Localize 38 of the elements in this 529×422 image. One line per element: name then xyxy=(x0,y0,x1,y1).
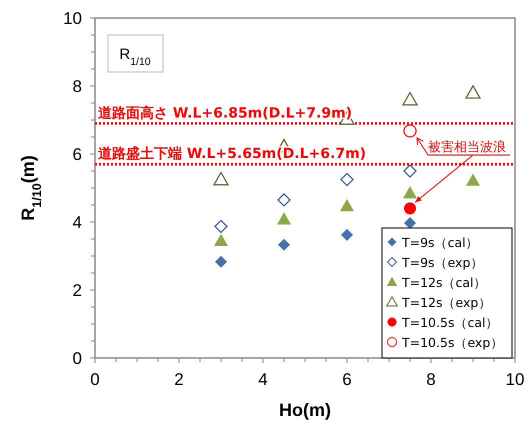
point xyxy=(402,92,418,106)
y-tick-label: 4 xyxy=(72,213,82,232)
y-tick-label: 6 xyxy=(72,145,82,164)
point xyxy=(403,164,417,178)
legend-label: T=10.5s（cal） xyxy=(401,315,498,330)
y-tick-label: 10 xyxy=(63,9,82,28)
x-tick-label: 6 xyxy=(342,370,352,389)
point xyxy=(403,186,417,198)
x-tick-label: 4 xyxy=(258,370,268,389)
x-tick-label: 0 xyxy=(90,370,100,389)
x-tick-label: 8 xyxy=(426,370,436,389)
title-box: R$_{1/10}$ xyxy=(108,34,164,72)
point xyxy=(340,172,354,186)
ref-line-label: 道路面高さ W.L+6.85m(D.L+7.9m) xyxy=(97,104,352,122)
x-tick-label: 10 xyxy=(506,370,524,389)
point xyxy=(340,199,354,212)
ref-line-label: 道路盛土下端 W.L+5.65m(D.L+6.7m) xyxy=(97,145,366,162)
point xyxy=(277,212,291,225)
point xyxy=(341,228,353,241)
y-tick-label: 2 xyxy=(72,281,82,300)
x-tick-label: 2 xyxy=(174,370,184,389)
y-tick-label: 0 xyxy=(72,349,82,368)
legend-label: T=9s（exp） xyxy=(401,255,484,270)
point xyxy=(213,172,229,186)
point xyxy=(214,220,228,234)
x-axis-title: Ho(m) xyxy=(279,400,331,420)
point xyxy=(215,256,227,268)
point xyxy=(465,85,481,99)
legend-label: T=9s（cal） xyxy=(401,235,479,250)
point xyxy=(466,174,480,186)
legend-label: T=12s（exp） xyxy=(401,295,492,310)
legend-label: T=10.5s（exp） xyxy=(401,335,504,350)
legend-label: T=12s（cal） xyxy=(401,275,487,290)
y-tick-label: 8 xyxy=(72,77,82,96)
point xyxy=(214,234,228,246)
annotation: 被害相当波浪 xyxy=(428,139,506,155)
point xyxy=(277,193,291,206)
point xyxy=(278,238,290,251)
